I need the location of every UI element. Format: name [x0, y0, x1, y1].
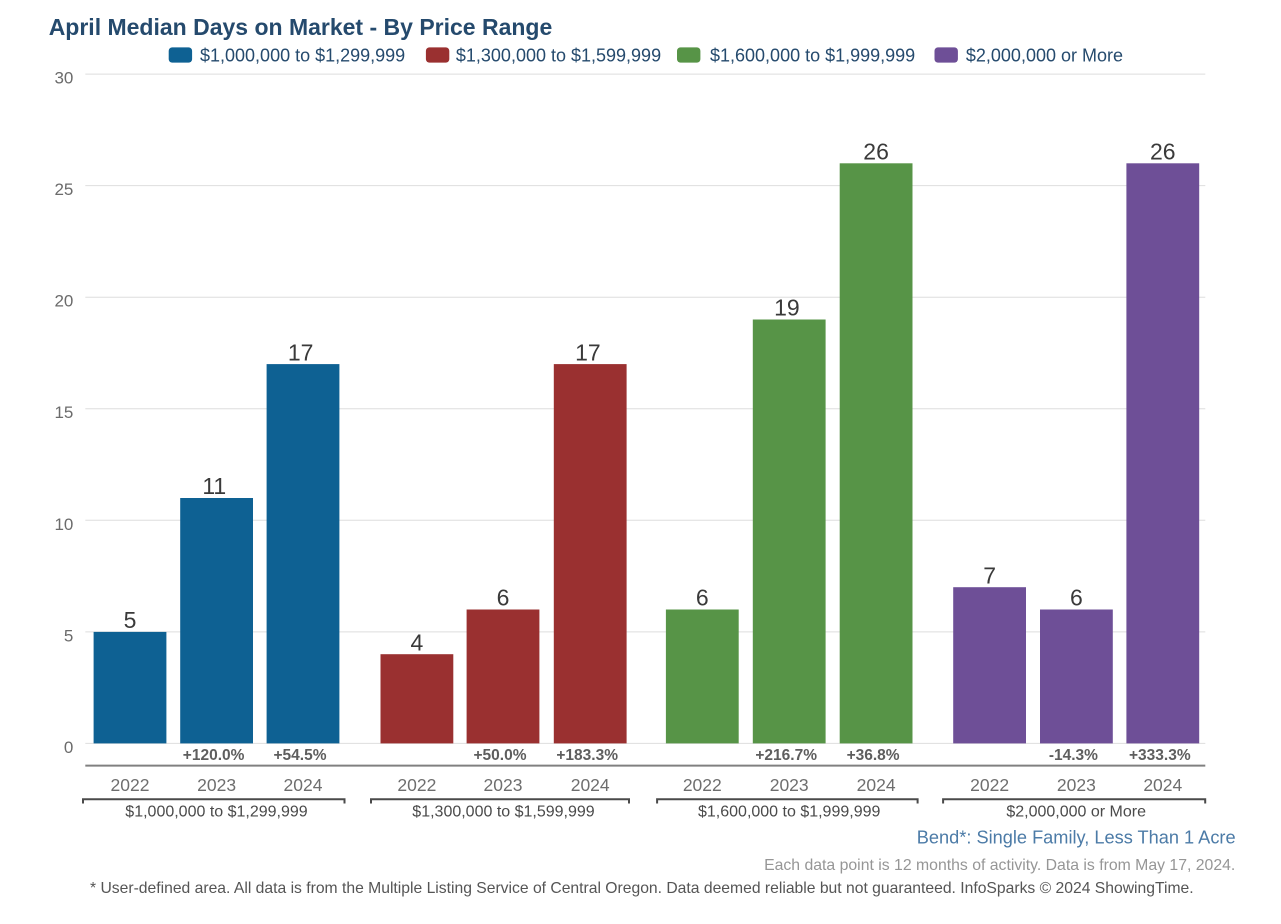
- svg-text:+54.5%: +54.5%: [273, 747, 326, 764]
- svg-text:5: 5: [124, 607, 137, 633]
- svg-text:2022: 2022: [397, 775, 436, 795]
- svg-text:2022: 2022: [111, 775, 150, 795]
- svg-text:25: 25: [54, 180, 73, 199]
- svg-text:$1,300,000 to $1,599,999: $1,300,000 to $1,599,999: [456, 46, 661, 66]
- svg-text:2024: 2024: [284, 775, 323, 795]
- svg-text:$1,600,000 to $1,999,999: $1,600,000 to $1,999,999: [710, 46, 915, 66]
- svg-text:* User-defined area. All data: * User-defined area. All data is from th…: [90, 880, 1194, 897]
- svg-text:$2,000,000 or More: $2,000,000 or More: [1006, 803, 1146, 820]
- svg-text:7: 7: [983, 562, 996, 588]
- svg-text:0: 0: [64, 738, 73, 757]
- svg-text:2024: 2024: [571, 775, 610, 795]
- svg-text:$1,000,000 to $1,299,999: $1,000,000 to $1,299,999: [125, 803, 307, 820]
- svg-text:+333.3%: +333.3%: [1129, 747, 1191, 764]
- svg-text:26: 26: [1150, 139, 1176, 165]
- svg-text:+183.3%: +183.3%: [556, 747, 618, 764]
- svg-text:2024: 2024: [857, 775, 896, 795]
- svg-text:Each data point is 12 months o: Each data point is 12 months of activity…: [764, 857, 1235, 874]
- svg-text:4: 4: [411, 629, 424, 655]
- svg-text:15: 15: [54, 403, 73, 422]
- svg-text:$1,000,000 to $1,299,999: $1,000,000 to $1,299,999: [200, 46, 405, 66]
- svg-text:6: 6: [1070, 585, 1083, 611]
- svg-text:2023: 2023: [197, 775, 236, 795]
- svg-text:5: 5: [64, 626, 73, 645]
- svg-text:30: 30: [54, 69, 73, 88]
- svg-text:2022: 2022: [970, 775, 1009, 795]
- svg-text:19: 19: [774, 295, 800, 321]
- svg-text:Bend*: Single Family, Less Tha: Bend*: Single Family, Less Than 1 Acre: [917, 828, 1236, 848]
- svg-text:17: 17: [575, 339, 601, 365]
- svg-text:+216.7%: +216.7%: [755, 747, 817, 764]
- svg-text:20: 20: [54, 292, 73, 311]
- svg-text:+120.0%: +120.0%: [183, 747, 245, 764]
- svg-text:$1,600,000 to $1,999,999: $1,600,000 to $1,999,999: [698, 803, 880, 820]
- svg-text:+50.0%: +50.0%: [473, 747, 526, 764]
- svg-text:17: 17: [288, 339, 314, 365]
- svg-text:2022: 2022: [683, 775, 722, 795]
- svg-text:2023: 2023: [484, 775, 523, 795]
- svg-text:2023: 2023: [770, 775, 809, 795]
- svg-text:+36.8%: +36.8%: [847, 747, 900, 764]
- svg-text:$1,300,000 to $1,599,999: $1,300,000 to $1,599,999: [412, 803, 594, 820]
- svg-text:$2,000,000 or More: $2,000,000 or More: [966, 46, 1123, 66]
- svg-text:6: 6: [497, 585, 510, 611]
- svg-text:2024: 2024: [1143, 775, 1182, 795]
- svg-text:10: 10: [54, 515, 73, 534]
- svg-text:April Median Days on Market -: April Median Days on Market - By Price R…: [49, 14, 553, 40]
- svg-text:11: 11: [202, 473, 226, 499]
- svg-text:2023: 2023: [1057, 775, 1096, 795]
- svg-text:6: 6: [696, 585, 709, 611]
- svg-text:-14.3%: -14.3%: [1049, 747, 1098, 764]
- svg-text:26: 26: [863, 139, 889, 165]
